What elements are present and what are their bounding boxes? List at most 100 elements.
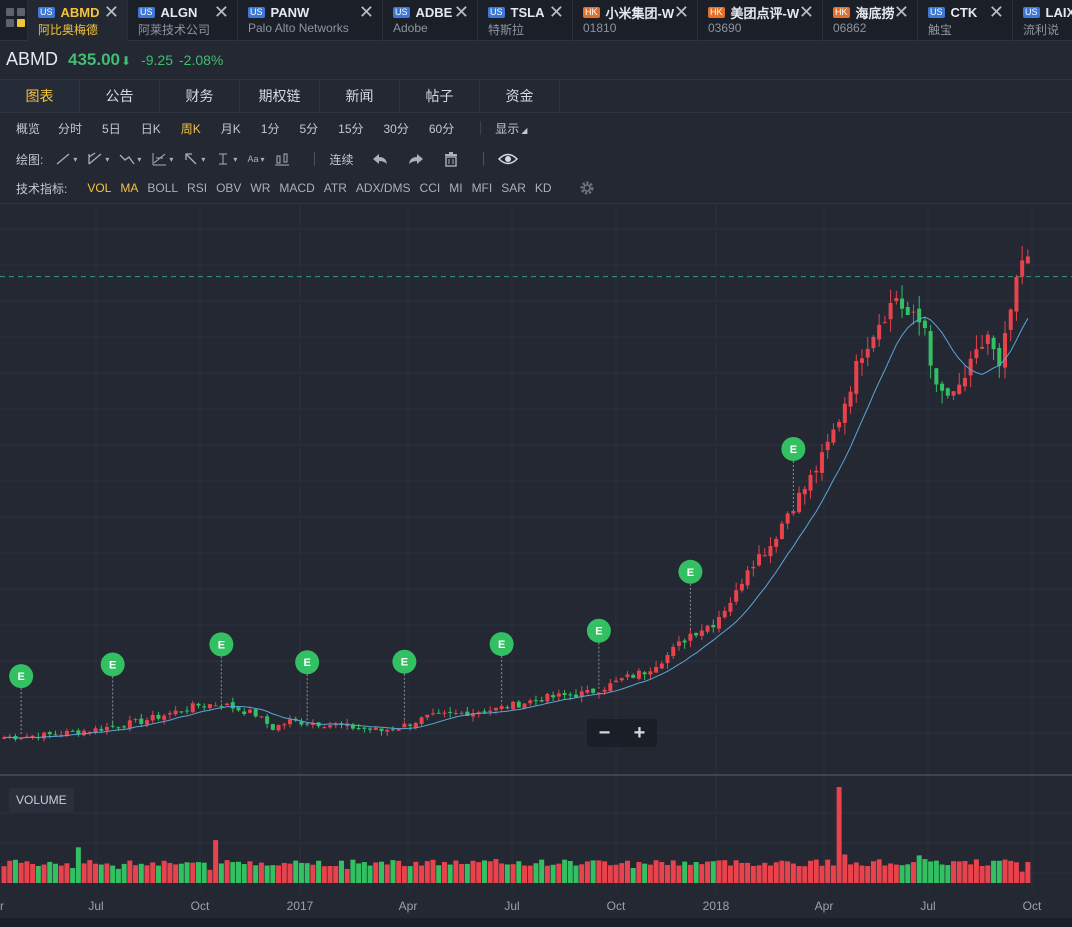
close-tab-icon[interactable]: ✕ — [798, 2, 814, 22]
candle-body — [619, 678, 624, 681]
polyline-tool-icon[interactable]: ▾ — [119, 152, 141, 166]
trash-icon[interactable] — [443, 151, 459, 167]
volume-bar — [504, 864, 510, 883]
candle-style-icon[interactable] — [274, 152, 290, 166]
volume-bar — [447, 864, 453, 883]
candle-body — [928, 331, 933, 366]
candle-body — [997, 347, 1002, 366]
module-tab[interactable]: 财务 — [160, 80, 240, 112]
period-option[interactable]: 概览 — [16, 121, 41, 136]
indicator-option[interactable]: CCI — [419, 181, 441, 195]
ticker-name: 01810 — [583, 21, 617, 35]
indicator-option[interactable]: BOLL — [147, 181, 179, 195]
zoom-in-button[interactable]: + — [633, 722, 646, 744]
candle-body — [940, 383, 945, 391]
close-tab-icon[interactable]: ✕ — [453, 2, 469, 22]
display-options-button[interactable]: 显示 ◢ — [495, 120, 527, 137]
volume-bar — [865, 865, 871, 883]
module-tab[interactable]: 图表 — [0, 80, 80, 112]
indicator-option[interactable]: MA — [120, 181, 139, 195]
ticker-tab[interactable]: HK 美团点评-W 03690 ✕ — [697, 0, 822, 41]
measure-tool-icon[interactable]: ▾ — [219, 153, 238, 165]
period-option[interactable]: 分时 — [58, 121, 83, 136]
candle-body — [659, 663, 664, 669]
x-axis-label: Oct — [1023, 899, 1042, 913]
ticker-tab[interactable]: US PANW Palo Alto Networks ✕ — [237, 0, 382, 41]
close-tab-icon[interactable]: ✕ — [893, 2, 909, 22]
candle-body — [511, 701, 516, 710]
gear-icon[interactable] — [579, 180, 595, 196]
period-option[interactable]: 15分 — [338, 121, 364, 136]
candle-body — [230, 702, 235, 709]
close-tab-icon[interactable]: ✕ — [358, 2, 374, 22]
volume-bar — [584, 861, 590, 883]
indicator-option[interactable]: RSI — [187, 181, 208, 195]
indicator-option[interactable]: ADX/DMS — [355, 181, 411, 195]
candle-body — [488, 710, 493, 712]
candle-body — [453, 712, 458, 714]
volume-bar — [453, 860, 459, 883]
period-option[interactable]: 5日 — [102, 121, 121, 136]
indicator-option[interactable]: ATR — [323, 181, 347, 195]
close-tab-icon[interactable]: ✕ — [988, 2, 1004, 22]
close-tab-icon[interactable]: ✕ — [673, 2, 689, 22]
candle-body — [190, 703, 195, 713]
ticker-tab[interactable]: US ABMD 阿比奥梅德 ✕ — [27, 0, 127, 41]
indicator-option[interactable]: MFI — [471, 181, 493, 195]
ticker-tab[interactable]: HK 小米集团-W 01810 ✕ — [572, 0, 697, 41]
fib-tool-icon[interactable]: ▾ — [151, 152, 173, 166]
period-option[interactable]: 5分 — [299, 121, 319, 136]
period-option[interactable]: 30分 — [383, 121, 409, 136]
candle-body — [493, 707, 498, 711]
ticker-tab[interactable]: US ADBE Adobe ✕ — [382, 0, 477, 41]
period-option[interactable]: 月K — [220, 121, 241, 136]
candle-body — [30, 735, 35, 738]
continuous-drawing-button[interactable]: 连续 — [329, 152, 354, 167]
candle-body — [505, 707, 510, 709]
candlestick-chart[interactable]: E E E E E E E E E Apr Jul Oct 2017 Apr Jul Oct 2018 Apr Ju… — [0, 203, 1072, 927]
earnings-marker — [9, 664, 34, 689]
eye-icon[interactable] — [498, 152, 519, 166]
line-tool-icon[interactable]: ▾ — [55, 152, 77, 166]
close-tab-icon[interactable]: ✕ — [103, 2, 119, 22]
period-option[interactable]: 日K — [140, 121, 161, 136]
period-option[interactable]: 60分 — [428, 121, 455, 136]
indicator-option[interactable]: MACD — [279, 181, 315, 195]
close-tab-icon[interactable]: ✕ — [213, 2, 229, 22]
module-tab[interactable]: 资金 — [480, 80, 560, 112]
indicator-option[interactable]: VOL — [87, 181, 112, 195]
earnings-marker-label: E — [303, 657, 310, 669]
period-option[interactable]: 周K — [180, 121, 201, 136]
module-tab[interactable]: 帖子 — [400, 80, 480, 112]
ticker-tab[interactable]: US ALGN 阿莱技术公司 ✕ — [127, 0, 237, 41]
ticker-tab[interactable]: US TSLA 特斯拉 ✕ — [477, 0, 572, 41]
ticker-tab[interactable]: US CTK 触宝 ✕ — [917, 0, 1012, 41]
volume-bar — [75, 847, 81, 883]
period-option[interactable]: 1分 — [260, 121, 280, 136]
indicator-option[interactable]: OBV — [216, 181, 242, 195]
close-tab-icon[interactable]: ✕ — [548, 2, 564, 22]
module-tab[interactable]: 期权链 — [240, 80, 320, 112]
volume-bar — [253, 865, 259, 883]
module-tab[interactable]: 公告 — [80, 80, 160, 112]
zoom-out-button[interactable]: − — [598, 722, 611, 744]
undo-icon[interactable] — [371, 152, 389, 166]
market-badge: US — [928, 6, 945, 18]
candle-body — [1020, 260, 1025, 277]
candle-body — [24, 736, 29, 738]
ticker-tab[interactable]: HK 海底捞 06862 ✕ — [822, 0, 917, 41]
channel-tool-icon[interactable]: ▾ — [87, 152, 109, 166]
market-badge: US — [38, 6, 55, 18]
redo-icon[interactable] — [407, 152, 425, 166]
indicator-option[interactable]: KD — [534, 181, 552, 195]
text-tool-icon[interactable]: Aa ▾ — [247, 154, 265, 164]
ticker-tab[interactable]: US LAIX 流利说 — [1012, 0, 1072, 41]
indicator-option[interactable]: MI — [449, 181, 463, 195]
module-tab[interactable]: 新闻 — [320, 80, 400, 112]
ticker-tabs: US ABMD 阿比奥梅德 ✕ US ALGN 阿莱技术公司 ✕ US PANW Palo Alto… — [27, 0, 1072, 41]
indicator-option[interactable]: SAR — [501, 181, 526, 195]
indicator-option[interactable]: WR — [250, 181, 271, 195]
apps-menu-icon[interactable] — [0, 0, 27, 41]
arrow-tool-icon[interactable]: ▾ — [183, 152, 205, 166]
x-axis-label: Oct — [607, 899, 626, 913]
